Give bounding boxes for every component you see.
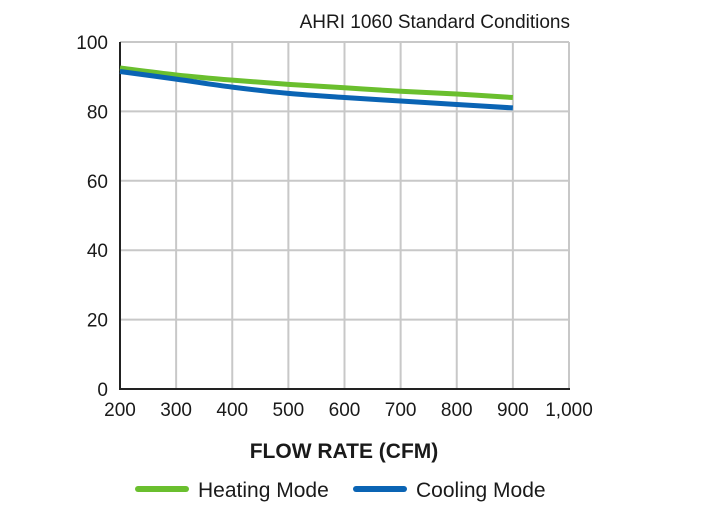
x-tick-label: 200 (104, 400, 136, 421)
x-tick-label: 900 (497, 400, 529, 421)
y-axis-ticks: 0 20 40 60 80 100 (76, 33, 108, 401)
x-axis-ticks: 200 300 400 500 600 700 800 900 1,000 (104, 400, 593, 421)
y-tick-label: 100 (76, 33, 108, 54)
x-tick-label: 800 (441, 400, 473, 421)
y-tick-label: 60 (87, 172, 108, 193)
x-tick-label: 300 (160, 400, 192, 421)
y-tick-label: 80 (87, 102, 108, 123)
legend: Heating Mode Cooling Mode (135, 479, 546, 502)
legend-label: Heating Mode (198, 479, 329, 502)
x-tick-label: 1,000 (545, 400, 593, 421)
chart-subtitle: AHRI 1060 Standard Conditions (300, 12, 570, 33)
series-line-cooling-mode (119, 69, 514, 111)
axes (119, 42, 570, 390)
x-tick-label: 600 (329, 400, 361, 421)
x-axis-label: FLOW RATE (CFM) (250, 440, 439, 463)
y-tick-label: 40 (87, 241, 108, 262)
x-tick-label: 700 (385, 400, 417, 421)
y-tick-label: 20 (87, 311, 108, 332)
legend-label: Cooling Mode (416, 479, 546, 502)
x-tick-label: 400 (216, 400, 248, 421)
grid (120, 41, 570, 389)
y-tick-label: 0 (97, 380, 108, 401)
series-line-heating-mode (119, 65, 514, 101)
series-lines (119, 65, 514, 111)
x-tick-label: 500 (273, 400, 305, 421)
